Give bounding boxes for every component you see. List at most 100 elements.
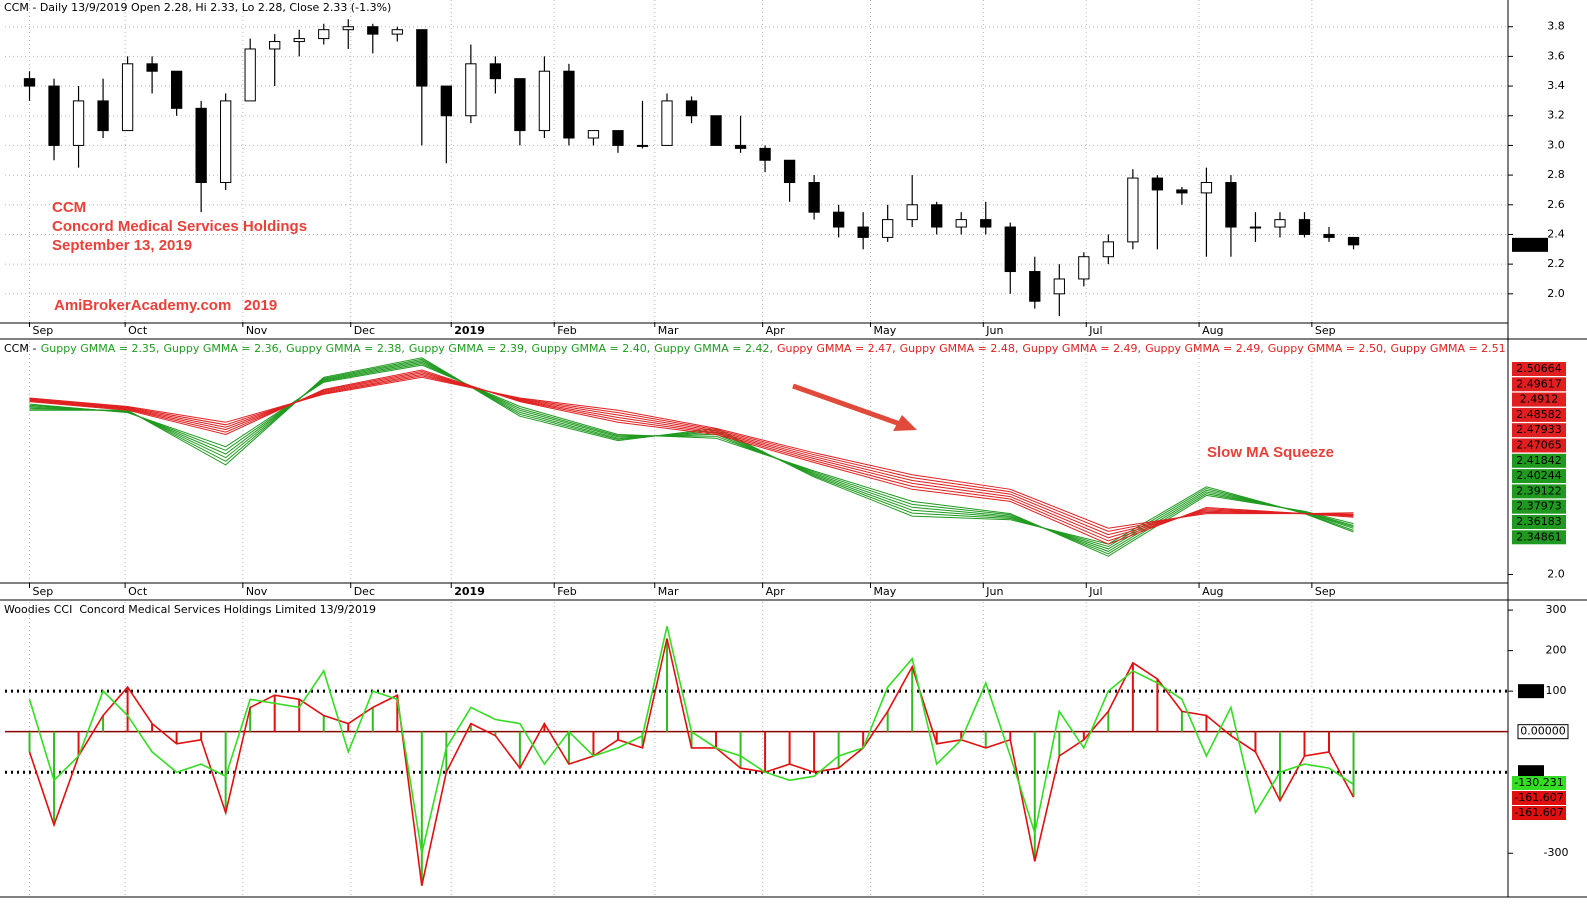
candle-body: [440, 85, 452, 117]
candle-body: [1347, 236, 1360, 246]
y-tick-label: 3.6: [1547, 49, 1565, 62]
x-tick-label: Jul: [1088, 585, 1102, 598]
grid-layer: [5, 0, 1508, 897]
candle-body: [1298, 219, 1311, 235]
value-box: [1512, 806, 1566, 820]
legend-entry: Guppy GMMA = 2.38,: [286, 342, 405, 355]
candle-body: [734, 144, 747, 149]
candle-body: [244, 48, 256, 102]
value-box: [1512, 484, 1566, 499]
value-box: [1512, 499, 1566, 514]
y-tick-label: 3.0: [1547, 138, 1565, 151]
candle-body: [97, 100, 109, 132]
candle-body: [342, 26, 354, 31]
y-tick-label: 3.2: [1547, 109, 1565, 122]
y-tick-label: 2.6: [1547, 198, 1565, 211]
x-tick-label: Mar: [658, 585, 679, 598]
candle-body: [1249, 226, 1262, 229]
cci-title: Woodies CCI Concord Medical Services Hol…: [4, 603, 376, 616]
value-box-label: -161.607: [1514, 791, 1563, 804]
candle-body: [1004, 226, 1016, 273]
plot-layer: Sep Oct Nov Dec 2019 Feb Mar Apr May Jun Jul Aug Sep…: [5, 19, 1569, 886]
value-box-label: -130.231: [1514, 776, 1563, 789]
y-tick-label: 3.8: [1547, 20, 1565, 33]
candle-body: [1151, 177, 1164, 191]
candle-body: [612, 130, 624, 146]
y-tick-label: 2.2: [1547, 257, 1565, 270]
legend-entry: Guppy GMMA = 2.49,: [1022, 342, 1141, 355]
x-tick-label: May: [874, 585, 897, 598]
candle-body: [1200, 182, 1213, 194]
value-box-label: 0.00000: [1520, 725, 1566, 738]
legend-entry: Guppy GMMA = 2.36,: [163, 342, 282, 355]
value-box: [1512, 362, 1566, 376]
candle-body: [661, 100, 673, 146]
candle-body: [538, 70, 551, 132]
value-box-label: 2.37973: [1516, 500, 1562, 513]
legend-entry: Guppy GMMA = 2.49,: [1145, 342, 1264, 355]
candle-body: [465, 63, 477, 117]
x-tick-label: Aug: [1202, 585, 1223, 598]
x-tick-label: Oct: [128, 585, 148, 598]
annotation: Slow MA Squeeze: [1207, 444, 1334, 461]
value-box: [1512, 237, 1548, 252]
candle-body: [931, 204, 943, 228]
candle-body: [391, 29, 403, 35]
y-tick-label: 2.8: [1547, 168, 1565, 181]
x-tick-label: Jul: [1088, 324, 1102, 337]
x-tick-label: Sep: [33, 585, 54, 598]
candle-body: [1127, 177, 1139, 243]
x-tick-label: Sep: [33, 324, 54, 337]
value-box: [1512, 407, 1566, 422]
value-box: [1512, 515, 1566, 529]
value-box-label: 2.49617: [1516, 377, 1562, 390]
value-box-label: 2.34861: [1516, 530, 1562, 543]
value-box: [1512, 377, 1566, 392]
candle-body: [587, 130, 600, 139]
candle-body: [220, 100, 232, 184]
candle-body: [980, 219, 992, 228]
value-box-label: 2.47065: [1516, 439, 1562, 452]
x-tick-label: Jun: [985, 324, 1003, 337]
x-tick-label: Sep: [1315, 324, 1336, 337]
candle-body: [808, 182, 820, 213]
annotation: AmiBrokerAcademy.com 2019: [54, 297, 277, 314]
candle-body: [514, 78, 526, 132]
value-box: [1518, 765, 1544, 780]
legend-entry: Guppy GMMA = 2.51: [1390, 342, 1505, 355]
candle-body: [832, 211, 845, 228]
x-tick-label: Dec: [354, 585, 375, 598]
value-box: [1512, 438, 1566, 453]
y-tick-label: 100: [1546, 684, 1567, 697]
y-tick-label: 2.0: [1547, 287, 1565, 300]
candle-body: [121, 63, 134, 132]
candle-body: [783, 159, 796, 184]
y-tick-label: 3.4: [1547, 79, 1565, 92]
x-tick-label: Mar: [658, 324, 679, 337]
candle-body: [955, 219, 967, 228]
value-box-label: 2.41842: [1516, 454, 1562, 467]
legend-entry: Guppy GMMA = 2.47,: [777, 342, 896, 355]
x-tick-label: Apr: [766, 585, 786, 598]
price-title: CCM - Daily 13/9/2019 Open 2.28, Hi 2.33…: [4, 1, 391, 14]
value-box: [1512, 469, 1566, 484]
series-line: [28, 626, 1354, 854]
candle-body: [857, 226, 869, 238]
candle-body: [1053, 278, 1065, 295]
candle-body: [759, 147, 771, 161]
candle-body: [1225, 182, 1237, 228]
value-box-label: 2.40244: [1516, 469, 1562, 482]
arrow-head: [893, 415, 917, 431]
series-line: [28, 638, 1355, 886]
y-tick-label: -300: [1544, 846, 1569, 859]
y-tick-label: 300: [1546, 603, 1567, 616]
candle-body: [146, 63, 158, 72]
x-tick-label: Feb: [557, 585, 576, 598]
candle-body: [882, 219, 894, 238]
x-tick-label: Nov: [246, 324, 268, 337]
arrow-shaft: [792, 383, 901, 427]
value-box-label: 100: [1521, 684, 1542, 697]
candle-body: [293, 38, 305, 43]
candle-body: [710, 115, 722, 146]
